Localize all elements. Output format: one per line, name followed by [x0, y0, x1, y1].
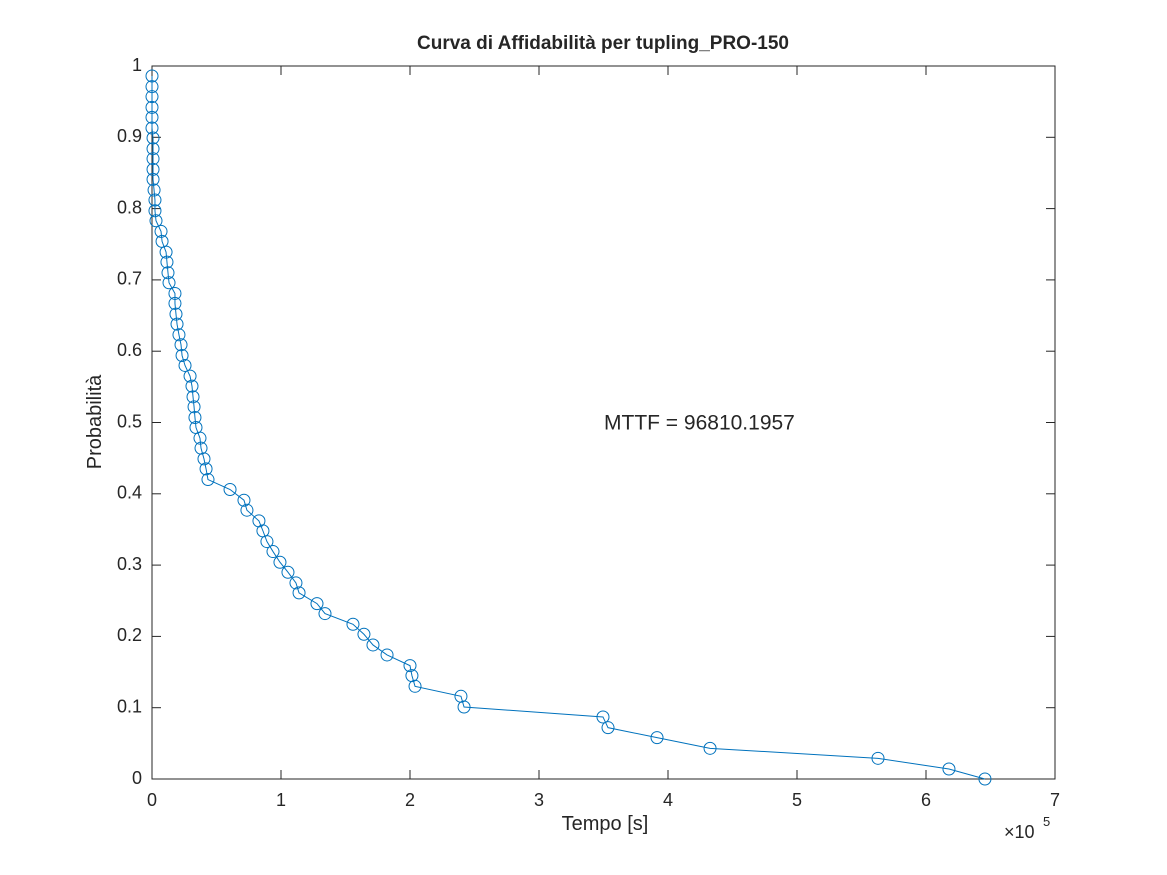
data-point	[237, 493, 251, 507]
data-point	[146, 152, 160, 166]
data-point	[223, 483, 237, 497]
data-point	[146, 142, 160, 156]
data-point	[240, 503, 254, 517]
x-tick-label: 2	[405, 790, 415, 810]
data-point	[178, 358, 192, 372]
y-tick-label: 0.2	[117, 625, 142, 645]
y-tick-label: 0.4	[117, 483, 142, 503]
data-point	[703, 741, 717, 755]
data-point	[357, 627, 371, 641]
data-point	[310, 597, 324, 611]
data-point	[169, 307, 183, 321]
data-point	[201, 473, 215, 487]
data-point	[148, 204, 162, 218]
y-axis-label: Probabilità	[84, 374, 106, 469]
x-exponent-power: 5	[1043, 814, 1050, 829]
data-point	[145, 90, 159, 104]
y-tick-label: 0.6	[117, 340, 142, 360]
data-point	[188, 411, 202, 425]
data-point	[149, 214, 163, 228]
y-tick-label: 0	[132, 768, 142, 788]
data-point	[457, 700, 471, 714]
annotation: MTTF = 96810.1957	[604, 412, 795, 435]
data-point	[273, 555, 287, 569]
x-tick-label: 6	[921, 790, 931, 810]
data-point	[183, 369, 197, 383]
y-tick-label: 0.8	[117, 197, 142, 217]
data-point	[154, 224, 168, 238]
data-point	[187, 400, 201, 414]
y-tick-label: 0.3	[117, 554, 142, 574]
x-tick-label: 3	[534, 790, 544, 810]
data-point	[942, 762, 956, 776]
data-point	[146, 162, 160, 176]
x-tick-label: 0	[147, 790, 157, 810]
data-point	[146, 172, 160, 186]
data-point	[978, 772, 992, 786]
x-tick-label: 7	[1050, 790, 1060, 810]
y-tick-label: 1	[132, 55, 142, 75]
chart-title: Curva di Affidabilità per tupling_PRO-15…	[417, 33, 789, 54]
data-point	[145, 100, 159, 114]
data-point	[161, 266, 175, 280]
data-point	[162, 276, 176, 290]
data-point	[170, 317, 184, 331]
data-point	[292, 586, 306, 600]
data-point	[366, 638, 380, 652]
x-tick-label: 1	[276, 790, 286, 810]
data-point	[289, 576, 303, 590]
y-tick-label: 0.5	[117, 411, 142, 431]
data-point	[346, 617, 360, 631]
data-point	[197, 452, 211, 466]
data-point	[193, 431, 207, 445]
data-point	[147, 183, 161, 197]
data-point	[145, 69, 159, 83]
y-tick-label: 0.1	[117, 696, 142, 716]
data-point	[260, 535, 274, 549]
y-tick-label: 0.9	[117, 126, 142, 146]
x-axis-label: Tempo [s]	[562, 813, 649, 835]
data-point	[145, 110, 159, 124]
data-point	[160, 255, 174, 269]
data-point	[871, 751, 885, 765]
data-point	[174, 338, 188, 352]
data-point	[175, 348, 189, 362]
data-point	[266, 545, 280, 559]
data-point	[146, 131, 160, 145]
data-point	[186, 390, 200, 404]
data-point	[145, 121, 159, 135]
data-point	[159, 245, 173, 259]
data-point	[148, 193, 162, 207]
data-point	[145, 80, 159, 94]
data-point	[172, 328, 186, 342]
data-point	[185, 379, 199, 393]
data-point	[596, 710, 610, 724]
data-point	[601, 721, 615, 735]
x-tick-label: 4	[663, 790, 673, 810]
data-point	[168, 286, 182, 300]
data-point	[168, 296, 182, 310]
y-tick-label: 0.7	[117, 269, 142, 289]
x-exponent-base: ×10	[1004, 822, 1035, 842]
data-point	[318, 607, 332, 621]
x-tick-label: 5	[792, 790, 802, 810]
data-point	[281, 565, 295, 579]
data-point	[650, 731, 664, 745]
series-line	[151, 75, 986, 780]
data-point	[380, 648, 394, 662]
data-point	[408, 679, 422, 693]
data-point	[199, 462, 213, 476]
data-point	[403, 659, 417, 673]
